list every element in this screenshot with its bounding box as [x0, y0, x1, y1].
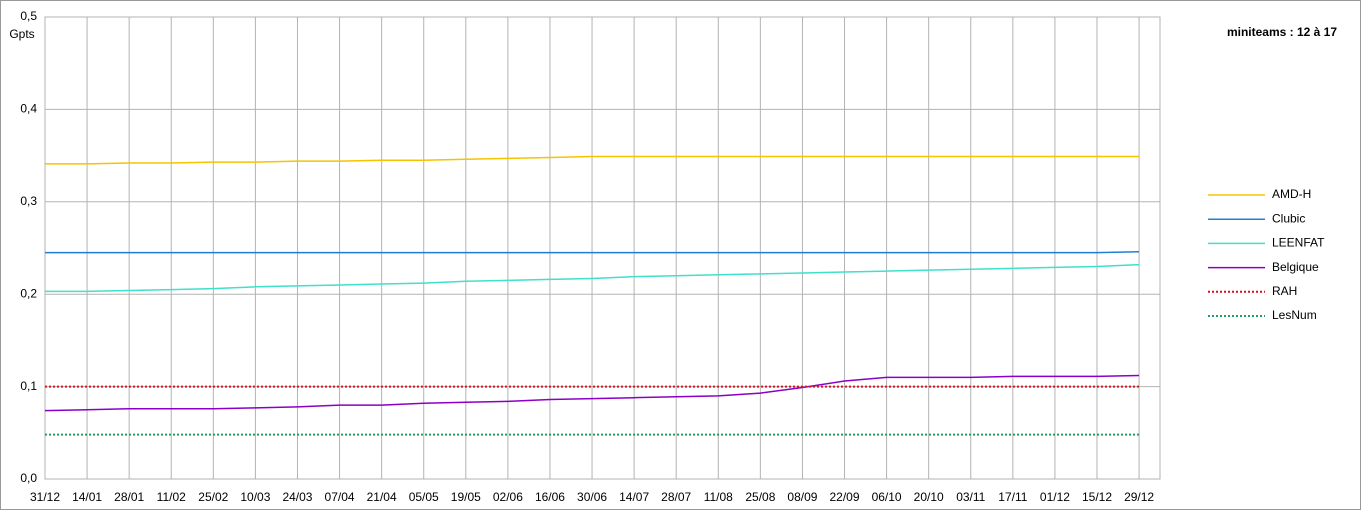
legend-label: LesNum [1272, 308, 1317, 322]
x-tick-label: 16/06 [535, 490, 565, 504]
x-tick-label: 29/12 [1124, 490, 1154, 504]
x-tick-label: 11/08 [704, 490, 733, 504]
x-tick-label: 25/08 [745, 490, 775, 504]
x-tick-label: 07/04 [325, 490, 355, 504]
x-tick-label: 11/02 [157, 490, 186, 504]
chart-title: miniteams : 12 à 17 [1227, 25, 1337, 39]
legend-label: Belgique [1272, 260, 1319, 274]
x-tick-label: 02/06 [493, 490, 523, 504]
x-tick-label: 14/01 [72, 490, 102, 504]
x-tick-label: 25/02 [198, 490, 228, 504]
x-tick-label: 28/01 [114, 490, 144, 504]
x-tick-label: 20/10 [914, 490, 944, 504]
x-tick-label: 15/12 [1082, 490, 1112, 504]
x-tick-label: 17/11 [998, 490, 1027, 504]
y-axis-label: Gpts [9, 27, 34, 41]
x-tick-label: 06/10 [872, 490, 902, 504]
series-line [45, 263, 1140, 293]
x-tick-label: 30/06 [577, 490, 607, 504]
y-tick-label: 0,0 [20, 471, 37, 485]
y-tick-label: 0,1 [20, 379, 37, 393]
x-tick-label: 28/07 [661, 490, 691, 504]
x-tick-label: 05/05 [409, 490, 439, 504]
x-tick-label: 21/04 [367, 490, 397, 504]
y-tick-label: 0,5 [20, 9, 37, 23]
x-tick-label: 03/11 [956, 490, 985, 504]
series-line [45, 250, 1140, 254]
x-tick-label: 08/09 [787, 490, 817, 504]
series-line [44, 374, 1140, 412]
y-tick-label: 0,2 [20, 286, 37, 300]
x-tick-label: 01/12 [1040, 490, 1070, 504]
legend-label: AMD-H [1272, 187, 1311, 201]
x-tick-label: 14/07 [619, 490, 649, 504]
x-tick-label: 31/12 [30, 490, 60, 504]
plot-border [44, 16, 1161, 480]
x-tick-label: 24/03 [282, 490, 312, 504]
series-line [45, 155, 1140, 165]
legend-label: LEENFAT [1272, 236, 1325, 250]
y-tick-label: 0,3 [20, 194, 37, 208]
legend-label: Clubic [1272, 211, 1305, 225]
x-tick-label: 10/03 [240, 490, 270, 504]
x-tick-label: 19/05 [451, 490, 481, 504]
legend-label: RAH [1272, 284, 1297, 298]
y-tick-label: 0,4 [20, 102, 37, 116]
x-tick-label: 22/09 [830, 490, 860, 504]
